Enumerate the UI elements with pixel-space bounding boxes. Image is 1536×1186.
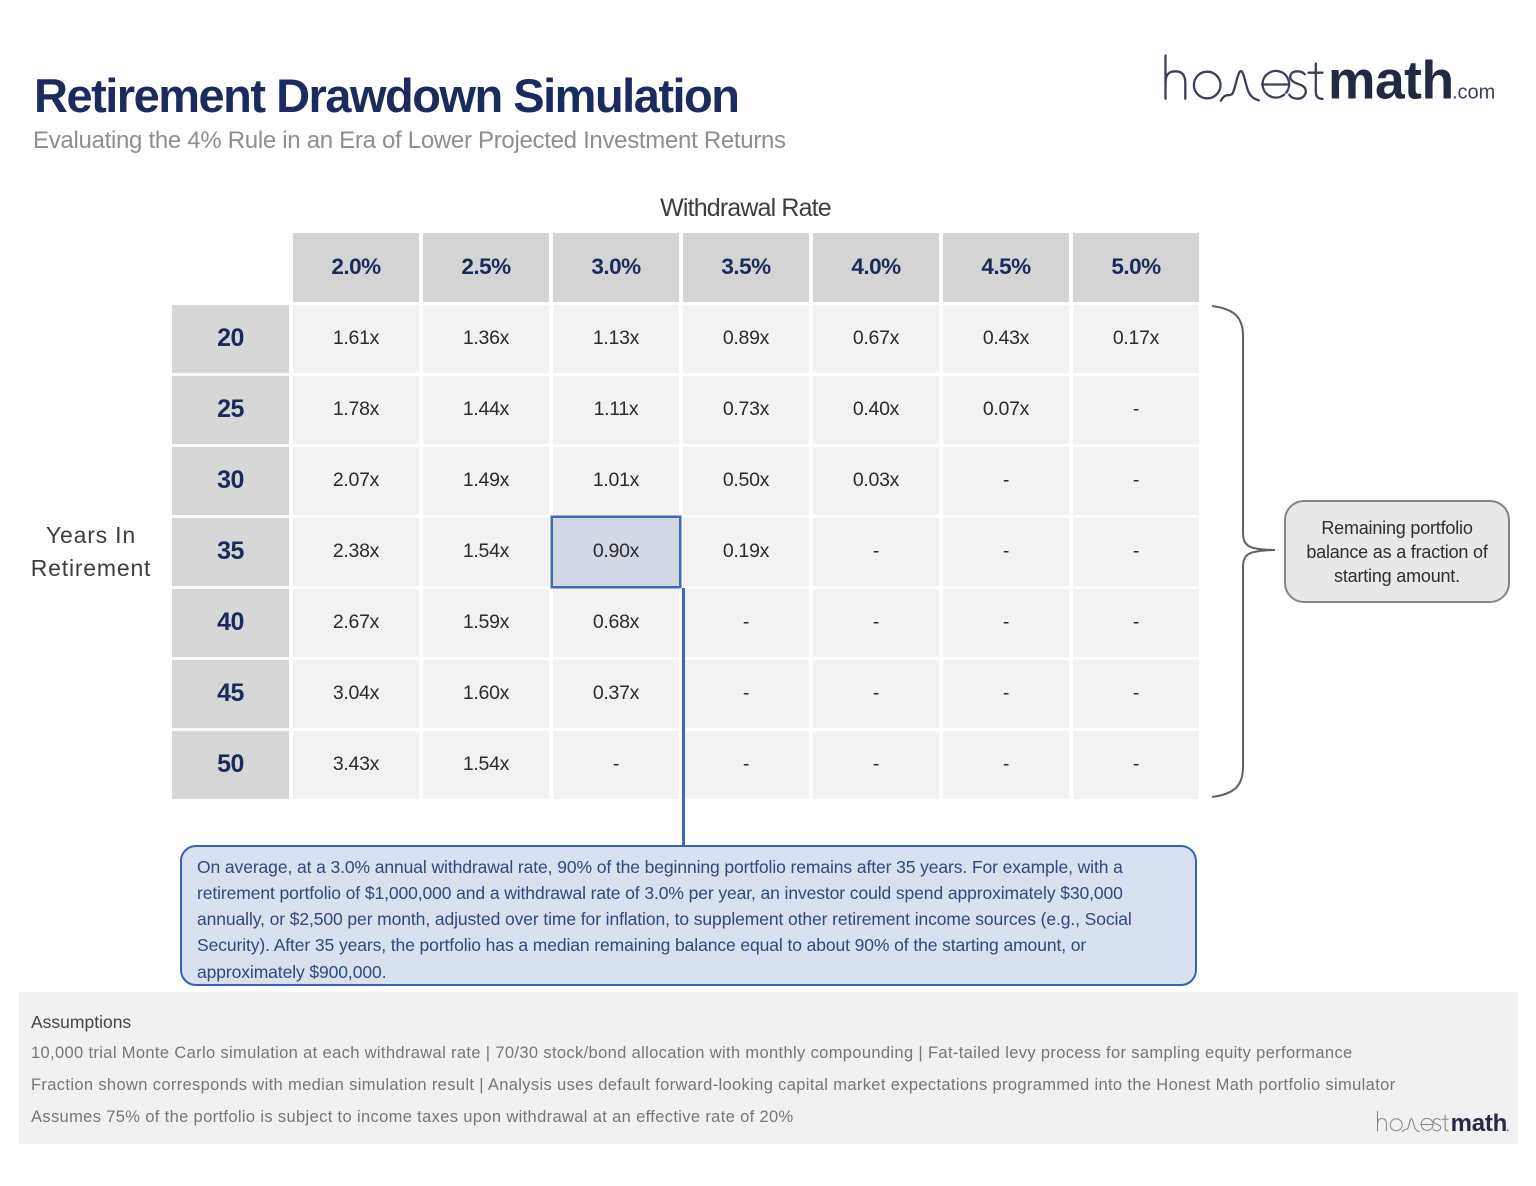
svg-text:.com: .com	[1452, 82, 1495, 104]
